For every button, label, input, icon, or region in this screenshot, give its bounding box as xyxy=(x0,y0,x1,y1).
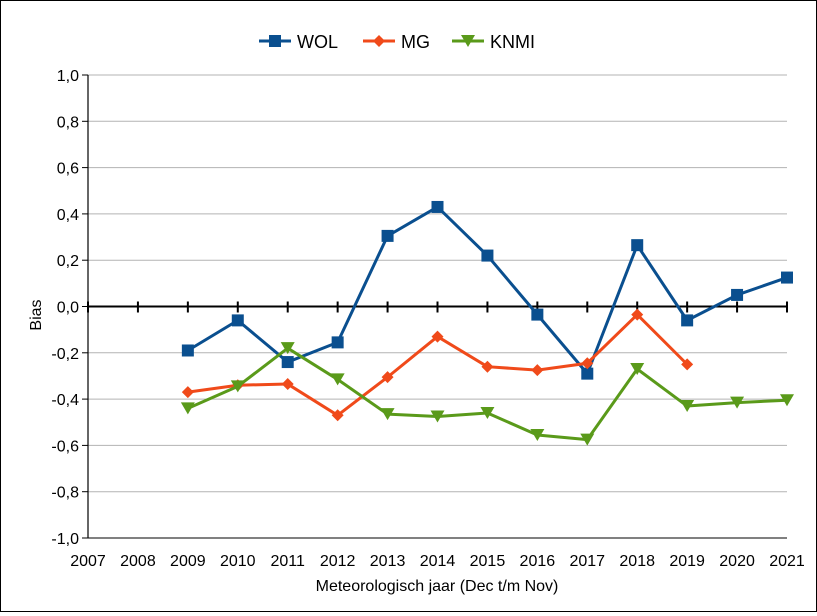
x-tick-label: 2007 xyxy=(70,553,106,570)
data-point-mg xyxy=(331,409,344,422)
series-line-wol xyxy=(187,205,788,376)
data-point-wol xyxy=(431,200,444,213)
legend-marker xyxy=(373,35,385,47)
data-point-knmi xyxy=(630,363,645,376)
data-point-knmi xyxy=(480,406,495,419)
x-tick-label: 2019 xyxy=(669,553,705,570)
data-point-mg xyxy=(681,358,694,371)
series-line-mg xyxy=(187,313,689,417)
data-point-knmi xyxy=(230,380,245,393)
data-point-wol xyxy=(331,336,344,349)
series-mg xyxy=(181,308,694,422)
data-point-mg xyxy=(381,371,394,384)
data-point-wol xyxy=(181,344,194,357)
series xyxy=(180,200,794,446)
data-point-mg xyxy=(481,360,494,373)
data-point-knmi xyxy=(530,428,545,441)
y-axis-title: Bias xyxy=(28,299,45,330)
x-tick-label: 2021 xyxy=(769,553,805,570)
x-tick-label: 2014 xyxy=(420,553,456,570)
x-tick-label: 2017 xyxy=(569,553,605,570)
data-point-wol xyxy=(531,308,544,321)
data-point-wol xyxy=(731,288,744,301)
x-axis-title: Meteorologisch jaar (Dec t/m Nov) xyxy=(316,578,559,595)
legend-marker xyxy=(269,35,281,47)
data-point-knmi xyxy=(680,400,695,413)
data-point-wol xyxy=(781,271,793,284)
y-tick-label: 0,8 xyxy=(57,114,79,131)
x-tick-label: 2013 xyxy=(370,553,406,570)
data-point-mg xyxy=(581,357,594,370)
x-tick-label: 2012 xyxy=(320,553,356,570)
x-tick-label: 2009 xyxy=(170,553,206,570)
y-tick-label: 0,4 xyxy=(57,207,79,224)
legend: WOL MG KNMI xyxy=(259,32,535,52)
series-knmi xyxy=(180,342,794,446)
x-tick-label: 2015 xyxy=(470,553,506,570)
data-point-wol xyxy=(231,314,244,327)
x-tick-label: 2018 xyxy=(619,553,655,570)
legend-item-knmi: KNMI xyxy=(452,32,535,52)
data-point-mg xyxy=(531,364,544,377)
x-tick-label: 2016 xyxy=(520,553,556,570)
x-tick-label: 2020 xyxy=(719,553,755,570)
data-point-mg xyxy=(181,386,194,399)
data-point-wol xyxy=(631,239,644,252)
data-point-knmi xyxy=(780,394,794,407)
data-point-wol xyxy=(481,249,494,262)
y-tick-label: -0,2 xyxy=(51,346,79,363)
data-point-knmi xyxy=(380,408,395,421)
y-tick-label: -0,8 xyxy=(51,485,79,502)
y-tick-label: 0,2 xyxy=(57,253,79,270)
legend-item-wol: WOL xyxy=(259,32,338,52)
axes: 1,0 0,8 0,6 0,4 0,2 0,0 -0,2 -0,4 -0,6 -0,8 -1,0 20… xyxy=(51,68,804,570)
legend-marker xyxy=(461,35,475,47)
x-tick-label: 2008 xyxy=(120,553,156,570)
y-tick-label: 0,6 xyxy=(57,161,79,178)
data-point-mg xyxy=(281,378,294,391)
data-point-wol xyxy=(381,229,394,242)
data-point-mg xyxy=(431,330,444,343)
legend-label: MG xyxy=(401,32,430,52)
data-point-knmi xyxy=(730,396,745,409)
y-tick-label: -1,0 xyxy=(51,531,79,548)
legend-label: KNMI xyxy=(490,32,535,52)
data-point-knmi xyxy=(580,433,595,446)
y-tick-label: -0,4 xyxy=(51,392,79,409)
legend-item-mg: MG xyxy=(363,32,430,52)
legend-label: WOL xyxy=(297,32,338,52)
data-point-knmi xyxy=(330,373,345,386)
data-point-wol xyxy=(681,314,694,327)
series-wol xyxy=(181,200,793,380)
data-point-knmi xyxy=(180,402,195,415)
data-point-wol xyxy=(281,356,294,369)
y-tick-label: 0,0 xyxy=(57,300,79,317)
data-point-wol xyxy=(581,367,594,380)
y-tick-label: 1,0 xyxy=(57,68,79,85)
data-point-knmi xyxy=(280,342,295,355)
x-tick-label: 2011 xyxy=(271,553,306,570)
x-tick-label: 2010 xyxy=(220,553,256,570)
data-point-mg xyxy=(631,308,644,321)
data-point-knmi xyxy=(430,410,445,423)
y-tick-label: -0,6 xyxy=(51,438,79,455)
